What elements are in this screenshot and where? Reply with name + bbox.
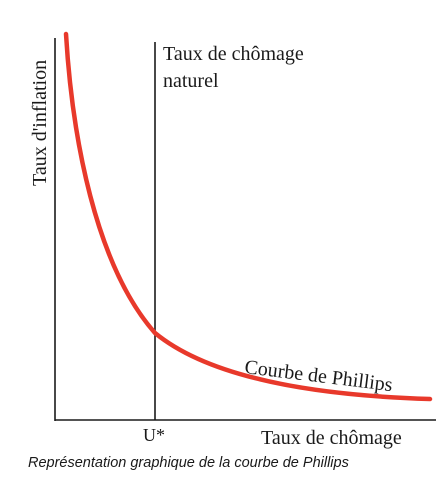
figure-caption: Représentation graphique de la courbe de… [28, 455, 349, 471]
natural-rate-label-line1: Taux de chômage [163, 43, 304, 65]
x-axis-label: Taux de chômage [261, 427, 402, 449]
natural-rate-label-line2: naturel [163, 70, 219, 92]
u-star-label: U* [143, 425, 165, 445]
y-axis-label: Taux d'inflation [29, 60, 51, 186]
phillips-curve [63, 31, 433, 402]
